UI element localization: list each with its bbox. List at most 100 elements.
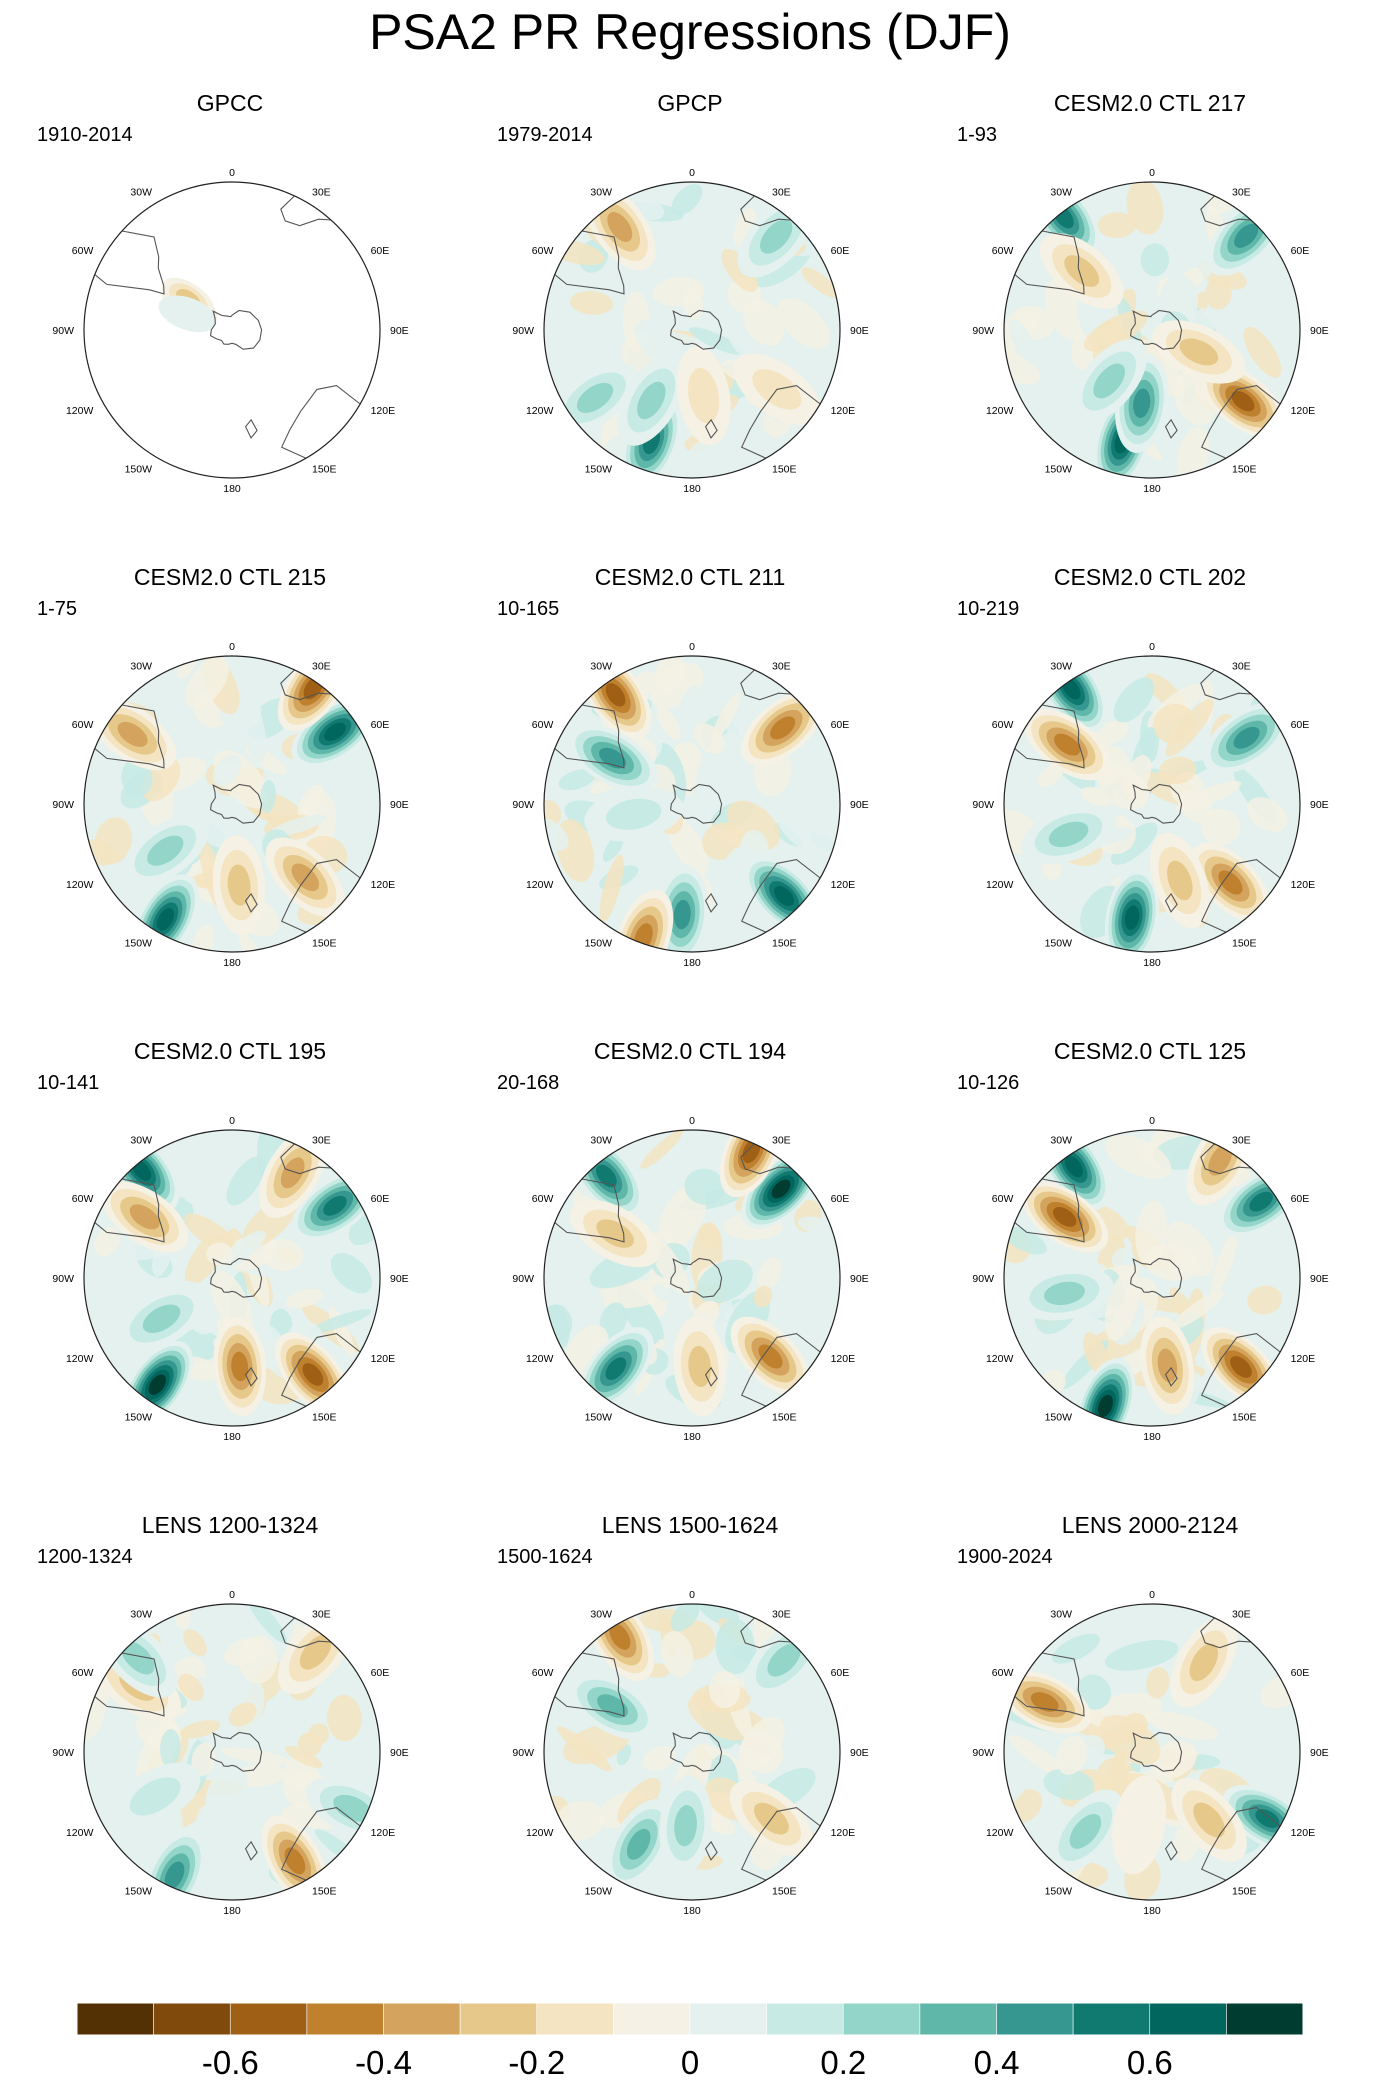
field-layer — [84, 656, 380, 952]
field-patch — [180, 1720, 221, 1739]
longitude-label: 30E — [772, 1608, 791, 1620]
longitude-label: 180 — [1143, 957, 1161, 969]
coastline — [740, 385, 821, 459]
field-patch — [1146, 1667, 1170, 1699]
coastline — [740, 1807, 821, 1881]
field-patch — [801, 267, 838, 298]
field-patch — [1056, 1735, 1087, 1775]
field-patch — [558, 769, 596, 791]
field-patch — [180, 1176, 203, 1205]
longitude-label: 60E — [1291, 1667, 1310, 1679]
field-patch — [660, 1631, 694, 1677]
colorbar-box — [459, 2002, 538, 2036]
longitude-label: 90E — [390, 799, 409, 811]
field-contour — [147, 835, 184, 866]
longitude-label: 180 — [1143, 1431, 1161, 1443]
polar-map: 0 30E 60E 90E 120E 150E 180 150W 120W 90W 60W 30W — [972, 1115, 1328, 1443]
field-contour — [774, 886, 795, 907]
field-contour — [688, 367, 720, 424]
coastline — [1200, 1807, 1281, 1881]
longitude-label: 30W — [130, 660, 152, 672]
field-contour — [1231, 390, 1255, 412]
map-panel: CESM2.0 CTL 211 0 30E 60E 90E 120E 150E 180 150W… — [460, 562, 920, 1036]
longitude-label: 90W — [52, 799, 74, 811]
field-contour — [323, 1195, 347, 1216]
longitude-label: 60W — [992, 1193, 1014, 1205]
longitude-label: 30E — [312, 1134, 331, 1146]
panel-title: GPCC — [196, 90, 264, 116]
colorbar-box — [766, 2002, 844, 2036]
field-patch — [284, 1745, 323, 1768]
longitude-label: 180 — [1143, 483, 1161, 495]
longitude-label: 60E — [1291, 245, 1310, 257]
panel-period: 10-141 — [37, 1072, 100, 1094]
coastline — [280, 1617, 332, 1649]
coastline — [94, 1178, 165, 1243]
field-layer — [1004, 656, 1300, 952]
field-contour — [1234, 223, 1259, 248]
longitude-label: 0 — [1149, 1589, 1155, 1601]
field-patch — [1145, 1711, 1218, 1740]
figure-title: PSA2 PR Regressions (DJF) — [369, 4, 1011, 60]
coastline — [554, 230, 625, 295]
longitude-label: 60E — [371, 1667, 390, 1679]
longitude-label: 120W — [526, 1827, 554, 1839]
coastline — [1014, 1178, 1085, 1243]
colorbar-tick-label: 0.6 — [1127, 2044, 1173, 2081]
colorbar-box — [842, 2002, 921, 2036]
longitude-label: 120E — [371, 405, 396, 417]
field-patch — [1004, 348, 1041, 385]
longitude-label: 90W — [52, 1747, 74, 1759]
longitude-label: 150W — [585, 938, 613, 950]
field-patch — [617, 1777, 661, 1825]
field-patch — [599, 854, 624, 923]
coastline — [244, 1366, 258, 1387]
coastline — [1200, 1617, 1252, 1649]
field-contour — [1069, 1813, 1102, 1849]
field-contour — [1054, 733, 1081, 756]
coastline — [740, 195, 792, 227]
map-panel: LENS 1500-1624 0 30E 60E 90E 120E 150E 180 150W 1… — [460, 1510, 920, 1984]
longitude-label: 120W — [986, 1353, 1014, 1365]
colorbar-box — [306, 2002, 384, 2036]
field-patch — [1179, 789, 1213, 823]
field-patch — [1082, 1735, 1106, 1758]
field-contour — [1233, 726, 1260, 749]
coastline — [1200, 385, 1281, 459]
longitude-label: 180 — [683, 1431, 701, 1443]
field-contour — [129, 1777, 181, 1816]
longitude-label: 180 — [223, 957, 241, 969]
longitude-label: 0 — [1149, 1115, 1155, 1127]
coastline — [1200, 195, 1252, 227]
longitude-label: 30W — [590, 186, 612, 198]
field-contour — [1052, 1207, 1077, 1227]
coastline — [1200, 1143, 1252, 1175]
longitude-label: 90E — [1310, 1747, 1329, 1759]
coastline — [670, 783, 723, 824]
field-patch — [726, 800, 780, 850]
field-contour — [609, 1623, 631, 1650]
polar-map: 0 30E 60E 90E 120E 150E 180 150W 120W 90W 60W 30W — [52, 1115, 408, 1443]
longitude-label: 150W — [125, 938, 153, 950]
field-contour — [605, 683, 626, 707]
field-contour — [597, 1694, 628, 1718]
field-patch — [94, 817, 133, 865]
field-patch — [1158, 756, 1197, 785]
field-patch — [221, 1747, 290, 1766]
field-patch — [166, 1151, 191, 1176]
map-panel: CESM2.0 CTL 215 0 30E 60E 90E 120E 150E 180 150W… — [0, 562, 460, 1036]
longitude-label: 150W — [125, 1886, 153, 1898]
longitude-label: 90W — [512, 799, 534, 811]
longitude-label: 120E — [831, 879, 856, 891]
field-patch — [248, 1604, 287, 1644]
field-contour — [1230, 1356, 1252, 1378]
map-background — [84, 182, 380, 478]
polar-map: 0 30E 60E 90E 120E 150E 180 150W 120W 90W 60W 30W — [972, 641, 1328, 969]
longitude-label: 120W — [66, 405, 94, 417]
field-patch — [544, 818, 569, 851]
colorbar-tick-label: -0.6 — [202, 2044, 259, 2081]
field-contour — [674, 1805, 698, 1847]
map-panel: GPCC 0 30E 60E 90E 120E 150E 180 150W 120W 90W 60W 3… — [0, 88, 460, 562]
coastline — [280, 385, 361, 459]
panel-title: CESM2.0 CTL 125 — [1053, 1038, 1247, 1064]
